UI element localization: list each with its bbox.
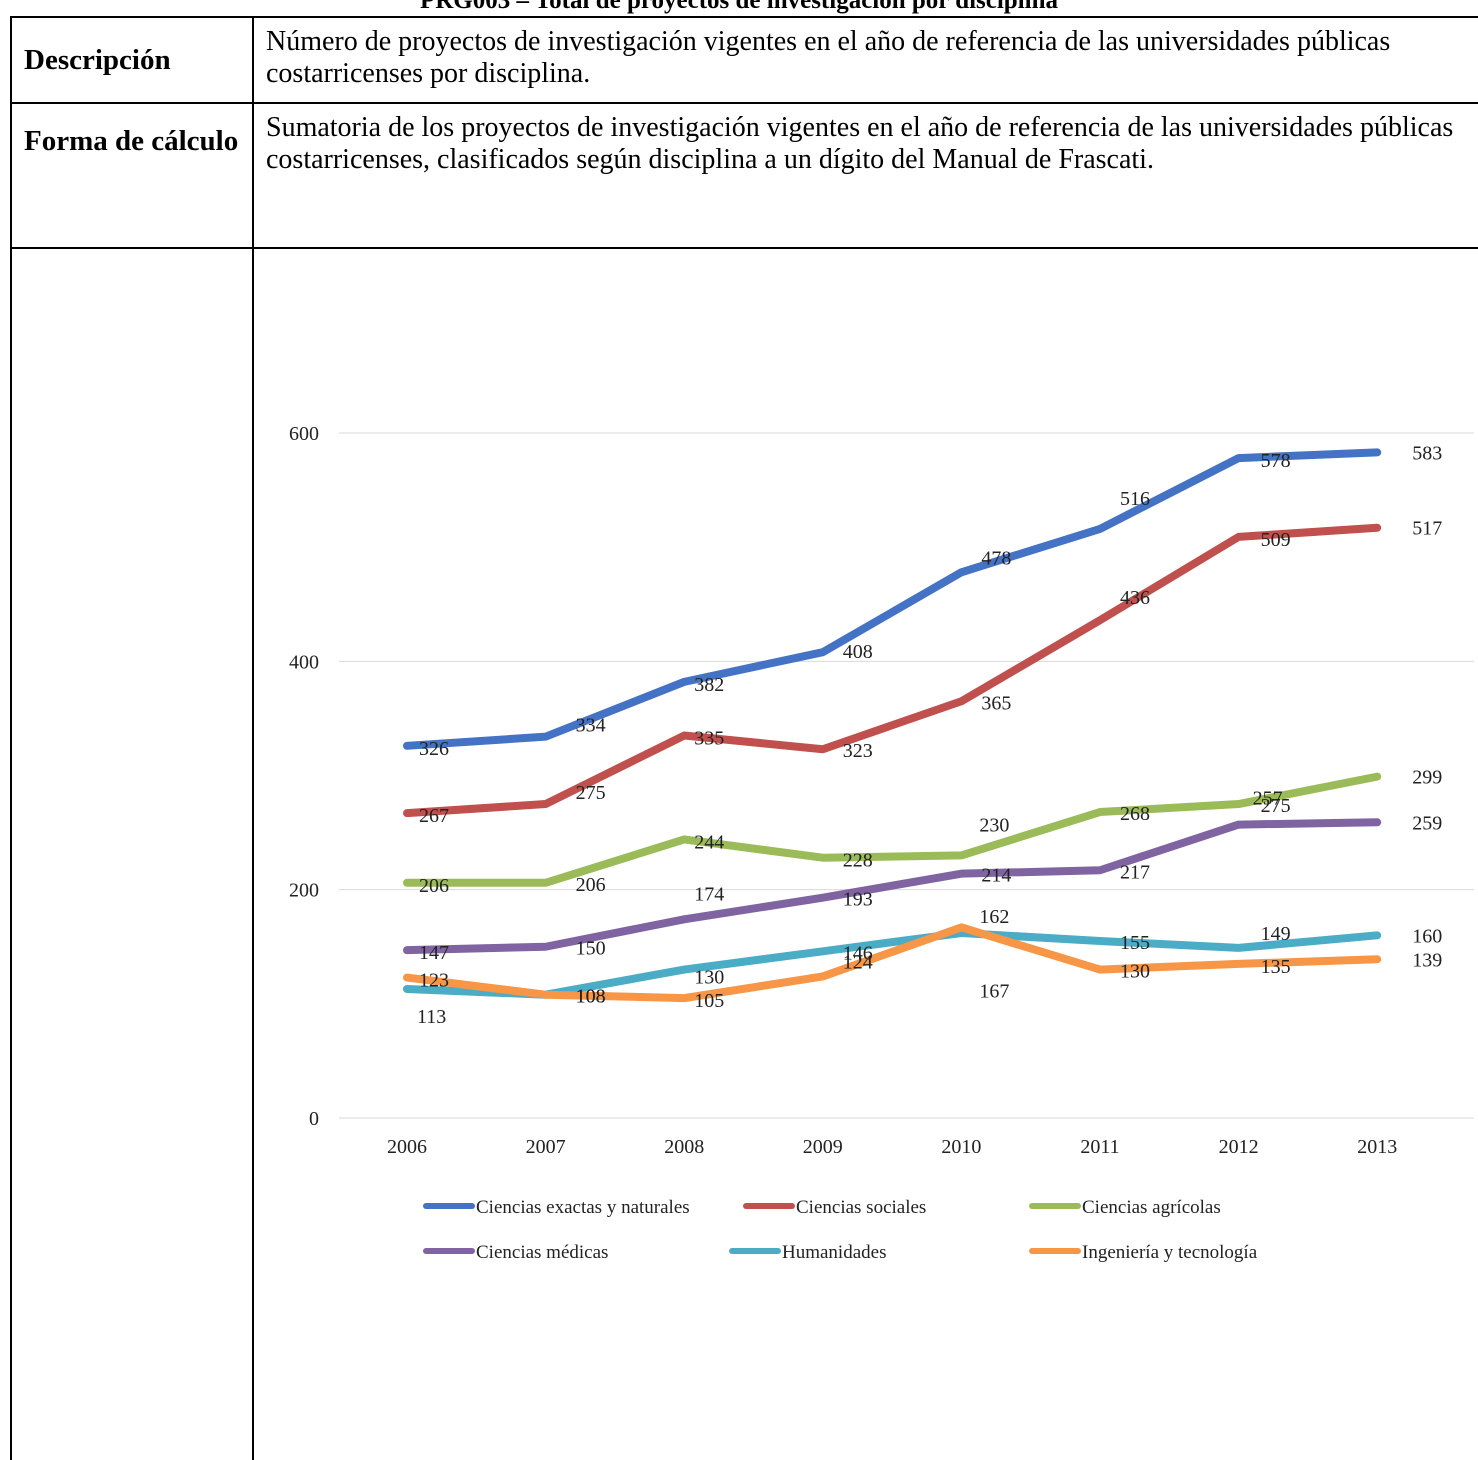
data-label: 244 xyxy=(694,831,724,853)
data-label: 135 xyxy=(1261,956,1291,978)
data-label: 193 xyxy=(843,889,873,911)
legend-label: Humanidades xyxy=(782,1242,886,1263)
data-label: 517 xyxy=(1412,518,1442,540)
table-row-descripcion: Descripción Número de proyectos de inves… xyxy=(10,16,1478,104)
data-label: 124 xyxy=(843,951,873,973)
data-label: 478 xyxy=(981,547,1011,569)
data-label: 206 xyxy=(576,874,606,896)
data-label: 155 xyxy=(1120,932,1150,954)
data-label: 130 xyxy=(694,967,724,989)
table-row-chart: 0 200 400 600 2006 2007 2008 2009 2010 2011 2012 20… xyxy=(10,247,1478,1460)
data-label: 257 xyxy=(1253,788,1283,810)
y-tick-label: 400 xyxy=(289,651,319,673)
row-label-descripcion: Descripción xyxy=(10,16,254,104)
data-label: 516 xyxy=(1120,488,1150,510)
chart-label-cell xyxy=(10,247,254,1460)
data-label: 275 xyxy=(576,782,606,804)
x-tick-label: 2006 xyxy=(387,1136,427,1158)
data-label: 139 xyxy=(1412,949,1442,971)
data-label: 174 xyxy=(694,883,724,905)
data-label: 365 xyxy=(981,692,1011,714)
row-text-forma-de-calculo: Sumatoria de los proyectos de investigac… xyxy=(252,102,1478,249)
data-label: 267 xyxy=(419,805,449,827)
series-line xyxy=(403,448,1382,750)
data-label: 149 xyxy=(1261,923,1291,945)
x-tick-label: 2007 xyxy=(526,1136,566,1158)
data-label: 160 xyxy=(1412,925,1442,947)
data-label: 167 xyxy=(979,980,1009,1002)
indicator-table: Descripción Número de proyectos de inves… xyxy=(10,16,1478,1460)
data-label: 408 xyxy=(843,641,873,663)
data-label: 268 xyxy=(1120,803,1150,825)
data-label: 259 xyxy=(1412,812,1442,834)
legend-label: Ciencias sociales xyxy=(796,1197,926,1218)
data-label: 299 xyxy=(1412,767,1442,789)
data-label: 123 xyxy=(419,970,449,992)
document-title: PRG003 – Total de proyectos de investiga… xyxy=(419,0,1059,14)
series-line xyxy=(403,772,1382,887)
legend-label: Ciencias agrícolas xyxy=(1082,1197,1221,1218)
legend-label: Ciencias médicas xyxy=(476,1242,608,1263)
data-label: 326 xyxy=(419,738,449,760)
data-label: 108 xyxy=(576,986,606,1008)
data-label: 130 xyxy=(1120,961,1150,983)
data-label: 150 xyxy=(576,938,606,960)
data-label: 583 xyxy=(1412,442,1442,464)
y-tick-label: 200 xyxy=(289,880,319,902)
x-tick-label: 2012 xyxy=(1219,1136,1259,1158)
data-label: 146 xyxy=(843,942,873,964)
line-chart: 0 200 400 600 2006 2007 2008 2009 2010 2011 2012 20… xyxy=(289,423,1474,1263)
data-label: 275 xyxy=(1261,795,1291,817)
data-label: 206 xyxy=(419,875,449,897)
x-tick-label: 2011 xyxy=(1080,1136,1119,1158)
chart-cell: 0 200 400 600 2006 2007 2008 2009 2010 2011 2012 20… xyxy=(252,247,1478,1460)
data-label: 113 xyxy=(417,1006,446,1028)
data-label: 105 xyxy=(694,990,724,1012)
x-tick-label: 2010 xyxy=(941,1136,981,1158)
data-label: 335 xyxy=(694,728,724,750)
data-label: 436 xyxy=(1120,587,1150,609)
y-tick-label: 600 xyxy=(289,423,319,445)
data-label: 108 xyxy=(576,986,606,1008)
data-label: 228 xyxy=(843,850,873,872)
y-tick-label: 0 xyxy=(309,1108,319,1130)
x-tick-label: 2013 xyxy=(1357,1136,1397,1158)
data-label: 509 xyxy=(1261,529,1291,551)
data-label: 230 xyxy=(979,814,1009,836)
data-label: 147 xyxy=(419,942,449,964)
row-text-descripcion: Número de proyectos de investigación vig… xyxy=(252,16,1478,104)
data-label: 578 xyxy=(1261,450,1291,472)
data-label: 217 xyxy=(1120,861,1150,883)
data-label: 214 xyxy=(981,865,1011,887)
table-row-forma-de-calculo: Forma de cálculo Sumatoria de los proyec… xyxy=(10,102,1478,249)
legend-label: Ciencias exactas y naturales xyxy=(476,1197,690,1218)
series-line xyxy=(403,818,1382,955)
legend-label: Ingeniería y tecnología xyxy=(1082,1242,1258,1263)
series-line xyxy=(403,523,1382,818)
data-label: 162 xyxy=(979,906,1009,928)
row-label-forma-de-calculo: Forma de cálculo xyxy=(10,102,254,249)
x-tick-label: 2009 xyxy=(803,1136,843,1158)
series-line xyxy=(403,929,1382,999)
series-line xyxy=(403,923,1382,1003)
x-tick-label: 2008 xyxy=(664,1136,704,1158)
data-label: 334 xyxy=(576,715,606,737)
data-label: 323 xyxy=(843,740,873,762)
data-label: 382 xyxy=(694,674,724,696)
